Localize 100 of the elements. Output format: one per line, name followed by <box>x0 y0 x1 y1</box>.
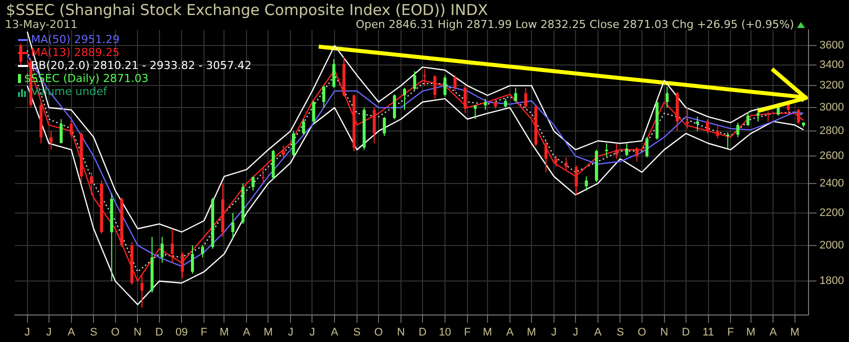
y-tick-label: 2600 <box>820 150 844 162</box>
candlestick <box>746 112 750 127</box>
x-tick-label: O <box>638 326 647 338</box>
x-tick-label: M <box>790 326 800 338</box>
candlestick <box>201 244 204 258</box>
candlestick <box>696 116 699 132</box>
x-tick-label: A <box>330 326 339 338</box>
x-tick-label: S <box>616 326 624 338</box>
x-tick-label: S <box>90 326 98 338</box>
candlestick <box>262 166 265 184</box>
candlestick <box>736 122 740 138</box>
candlestick <box>605 142 608 157</box>
x-tick-label: F <box>727 326 734 338</box>
y-tick-label: 2000 <box>820 239 844 252</box>
candlestick <box>666 86 669 108</box>
candlestick <box>554 156 558 168</box>
candlestick <box>292 130 295 157</box>
x-tick-label: A <box>242 326 251 338</box>
chart-title: $SSEC (Shanghai Stock Exchange Composite Index (EOD)) INDX <box>6 1 488 19</box>
x-tick-label: D <box>682 326 690 338</box>
x-tick-label: F <box>200 326 208 338</box>
legend-label: MA(50) 2951.29 <box>31 33 120 46</box>
x-tick-label: M <box>746 326 756 338</box>
x-tick-label: J <box>572 326 578 338</box>
candlestick <box>231 212 234 240</box>
x-tick-label: A <box>594 326 602 338</box>
x-tick-label: M <box>482 326 492 338</box>
candlestick <box>464 85 467 114</box>
x-tick-label: M <box>526 326 536 338</box>
candlestick <box>574 164 578 196</box>
x-tick-label: N <box>396 326 405 338</box>
candlestick <box>484 98 487 110</box>
y-tick-label: 3200 <box>820 80 844 92</box>
y-tick-label: 3400 <box>820 59 844 72</box>
candlestick <box>70 118 73 138</box>
candlestick <box>50 130 53 150</box>
x-tick-label: J <box>309 326 315 338</box>
annotation: Open 2846.31 High 2871.99 Low 2832.25 Close 2871.03 Chg +26.95 (+0.95%) <box>356 18 794 31</box>
candlestick <box>454 74 457 92</box>
y-tick-label: 2400 <box>820 177 844 190</box>
candlestick <box>413 70 416 90</box>
candlestick <box>160 236 164 264</box>
candlestick <box>726 132 730 149</box>
candlestick <box>544 140 548 173</box>
candlestick <box>796 108 800 124</box>
x-tick-label: J <box>288 326 294 338</box>
x-tick-label: 10 <box>438 326 452 338</box>
candlestick <box>686 107 689 130</box>
candlestick <box>382 116 386 136</box>
candlestick <box>312 100 316 124</box>
x-tick-label: A <box>68 326 76 338</box>
x-tick-label: J <box>551 326 557 338</box>
candlestick <box>170 228 174 264</box>
y-tick-label: 3600 <box>820 40 844 52</box>
x-tick-label: M <box>220 326 229 338</box>
candlestick <box>564 157 568 170</box>
candlestick <box>584 176 588 192</box>
candlestick <box>716 124 720 139</box>
candlestick <box>706 118 710 134</box>
candlestick <box>60 118 63 144</box>
x-tick-label: D <box>155 326 164 338</box>
candlestick <box>372 107 376 144</box>
candlestick <box>423 68 426 86</box>
x-tick-label: D <box>418 326 427 338</box>
candlestick <box>180 252 184 279</box>
x-tick-label: S <box>353 326 361 338</box>
candlestick <box>524 87 528 110</box>
x-tick-label: N <box>134 326 142 338</box>
x-tick-label: A <box>506 326 514 338</box>
candlestick <box>443 74 446 97</box>
candlestick <box>302 118 306 136</box>
x-tick-label: 11 <box>702 326 714 338</box>
candlestick <box>322 85 326 108</box>
x-tick-label: O <box>110 326 120 338</box>
chart-subtitle: 13-May-2011 <box>5 18 78 31</box>
x-tick-label: J <box>24 326 30 338</box>
y-tick-label: 2200 <box>820 206 844 219</box>
candlestick <box>403 87 406 110</box>
x-tick-label: 09 <box>176 326 188 338</box>
y-tick-label: 1800 <box>820 275 844 288</box>
x-tick-label: N <box>660 326 668 338</box>
x-tick-label: M <box>264 326 273 338</box>
y-tick-label: 2800 <box>820 125 844 138</box>
candlestick <box>90 172 93 196</box>
candlestick <box>615 142 618 160</box>
candlestick <box>635 146 638 162</box>
candlestick <box>190 244 194 274</box>
x-tick-label: A <box>770 326 778 338</box>
candlestick <box>494 98 497 110</box>
candlestick <box>332 58 336 88</box>
candlestick <box>433 74 436 100</box>
candlestick <box>252 176 255 192</box>
x-tick-label: J <box>46 326 52 338</box>
candlestick <box>625 142 628 157</box>
y-tick-label: 3000 <box>820 102 844 114</box>
candlestick <box>514 87 518 102</box>
x-tick-label: F <box>464 326 471 338</box>
candlestick <box>645 136 648 158</box>
candlestick <box>282 145 285 160</box>
candlestick <box>392 94 396 120</box>
